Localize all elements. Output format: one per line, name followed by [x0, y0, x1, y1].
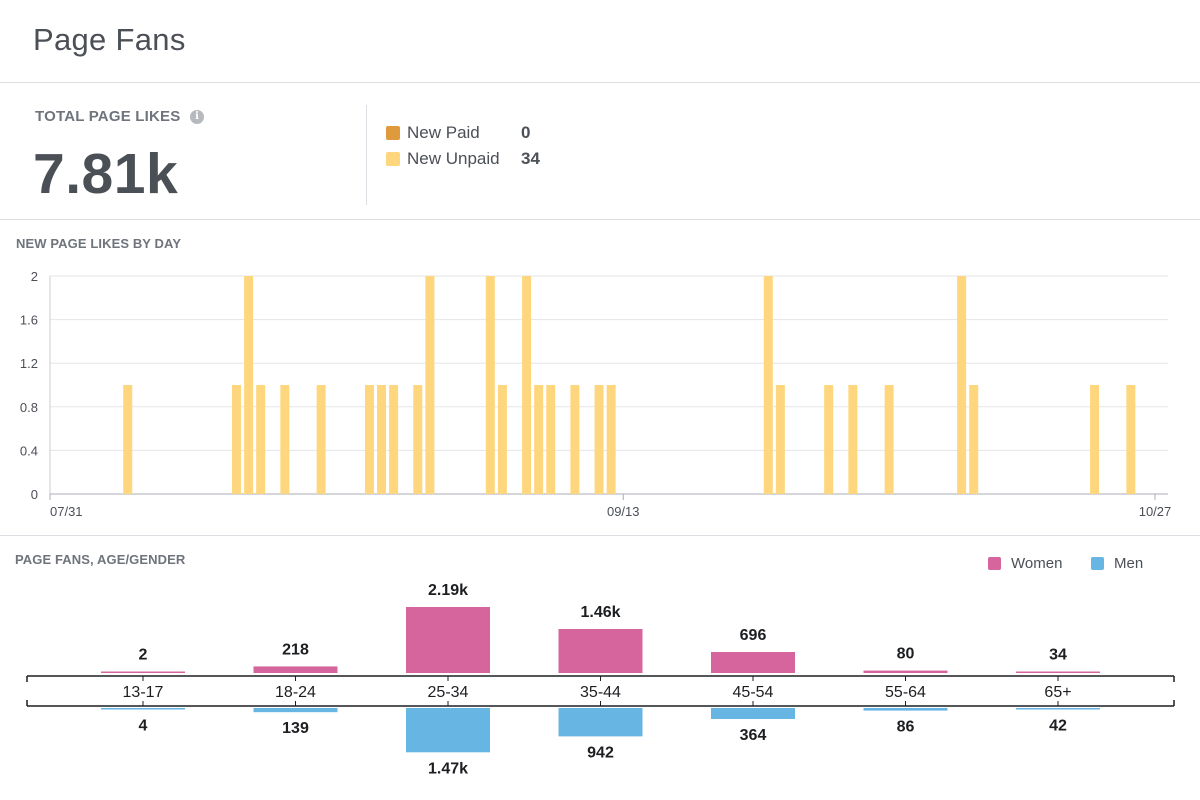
women-value-label: 1.46k	[580, 604, 620, 621]
women-value-label: 696	[740, 627, 767, 644]
women-value-label: 80	[897, 646, 915, 663]
women-bar	[711, 652, 795, 673]
age-gender-title: PAGE FANS, AGE/GENDER	[15, 552, 186, 567]
men-value-label: 42	[1049, 718, 1067, 735]
page-header: Page Fans	[0, 0, 1200, 83]
likes-bar	[534, 385, 544, 494]
likes-bar	[594, 385, 604, 494]
likes-bar	[848, 385, 858, 494]
women-bar	[863, 670, 948, 673]
likes-bar	[1126, 385, 1136, 494]
women-value-label: 34	[1049, 647, 1067, 664]
y-tick-label: 0	[31, 487, 38, 502]
likes-bar	[364, 385, 374, 494]
likes-bar	[824, 385, 834, 494]
x-tick-label: 07/31	[50, 504, 83, 519]
women-label: Women	[1011, 555, 1063, 572]
men-bar	[101, 708, 185, 710]
y-tick-label: 0.4	[20, 443, 38, 458]
likes-bar	[244, 276, 254, 494]
summary-panel: TOTAL PAGE LIKES i 7.81k New Paid 0 New …	[0, 83, 1200, 220]
likes-bar	[485, 276, 495, 494]
men-value-label: 86	[897, 719, 915, 736]
category-label: 13-17	[123, 684, 164, 701]
likes-bar	[123, 385, 133, 494]
likes-bar	[884, 385, 894, 494]
likes-bar	[316, 385, 326, 494]
total-page-likes-label: TOTAL PAGE LIKES	[35, 108, 181, 125]
men-value-label: 139	[282, 720, 309, 737]
likes-bar	[377, 385, 387, 494]
likes-bar	[232, 385, 242, 494]
women-value-label: 218	[282, 641, 309, 658]
women-bar	[406, 607, 490, 673]
x-tick-label: 10/27	[1139, 504, 1172, 519]
info-icon[interactable]: i	[190, 110, 204, 124]
women-bar	[253, 666, 338, 673]
summary-divider	[366, 105, 367, 205]
men-value-label: 1.47k	[428, 760, 468, 777]
men-value-label: 364	[740, 727, 767, 744]
likes-bar	[546, 385, 556, 494]
likes-bar	[497, 385, 507, 494]
men-value-label: 942	[587, 744, 614, 761]
new-paid-value: 0	[521, 123, 531, 142]
category-label: 18-24	[275, 684, 316, 701]
men-value-label: 4	[139, 718, 148, 735]
likes-bar	[570, 385, 580, 494]
men-bar	[253, 708, 338, 713]
new-unpaid-label: New Unpaid	[407, 149, 500, 168]
women-swatch	[988, 557, 1001, 570]
total-page-likes-value: 7.81k	[33, 142, 179, 206]
likes-bar	[425, 276, 435, 494]
women-value-label: 2	[139, 647, 148, 664]
category-label: 25-34	[428, 684, 469, 701]
likes-bar	[280, 385, 290, 494]
x-tick-label: 09/13	[607, 504, 640, 519]
women-bar	[558, 629, 643, 673]
likes-bar	[957, 276, 967, 494]
age-gender-chart: 13-17 2 4 18-24 218 139 25-34 2.19k 1.47k 35-44 1.…	[26, 582, 1175, 777]
likes-bar	[606, 385, 616, 494]
page-title: Page Fans	[33, 22, 186, 57]
men-label: Men	[1114, 555, 1144, 572]
y-tick-label: 1.2	[20, 356, 38, 371]
new-unpaid-swatch	[386, 152, 400, 166]
men-bar	[1016, 708, 1100, 710]
men-bar	[406, 708, 490, 753]
y-tick-label: 1.6	[20, 313, 38, 328]
men-swatch	[1091, 557, 1104, 570]
men-bar	[863, 708, 948, 711]
y-tick-label: 0.8	[20, 400, 38, 415]
women-value-label: 2.19k	[428, 582, 468, 599]
men-bar	[711, 708, 795, 719]
likes-bar	[775, 385, 785, 494]
likes-bar	[969, 385, 979, 494]
women-bar	[101, 671, 185, 673]
likes-bar	[389, 385, 399, 494]
likes-by-day-title: NEW PAGE LIKES BY DAY	[16, 236, 182, 251]
new-paid-swatch	[386, 126, 400, 140]
new-paid-label: New Paid	[407, 123, 480, 142]
category-label: 45-54	[733, 684, 774, 701]
category-label: 35-44	[580, 684, 621, 701]
category-label: 65+	[1044, 684, 1071, 701]
likes-bar	[413, 385, 423, 494]
category-label: 55-64	[885, 684, 926, 701]
likes-bar	[763, 276, 773, 494]
likes-bar	[1090, 385, 1100, 494]
y-tick-label: 2	[31, 269, 38, 284]
women-bar	[1016, 671, 1100, 673]
likes-by-day-chart: 0 0.4 0.8 1.2 1.6 2 07/31 09/13 10/27	[20, 269, 1172, 519]
likes-bar	[522, 276, 532, 494]
section-divider	[0, 535, 1200, 536]
likes-bar	[256, 385, 266, 494]
new-unpaid-value: 34	[521, 149, 540, 168]
men-bar	[558, 708, 643, 737]
